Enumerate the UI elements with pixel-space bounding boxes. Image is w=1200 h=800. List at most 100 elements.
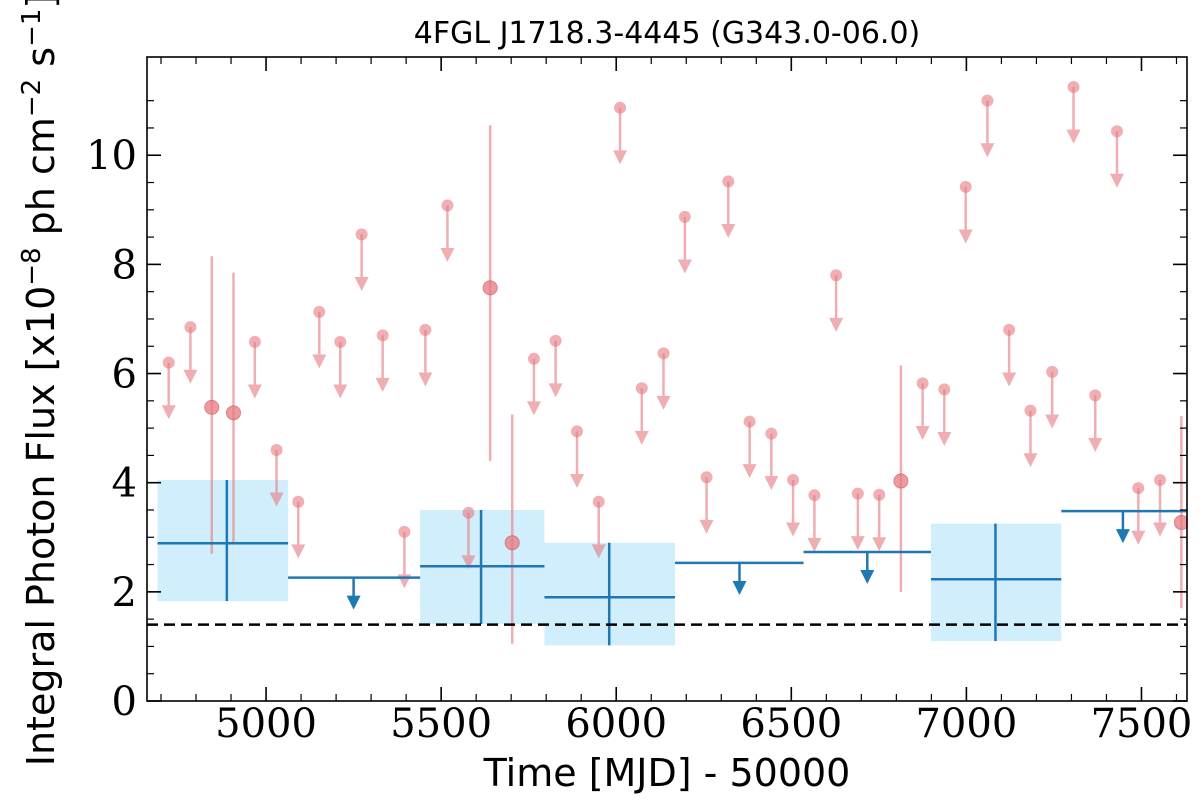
fine-upper-limit-marker-32 <box>959 180 972 193</box>
fine-upper-limit-33-head <box>980 143 995 158</box>
y-axis-label-exp1: −8 <box>17 247 47 285</box>
fine-upper-limit-40 <box>1131 488 1146 545</box>
fine-upper-limit-marker-8 <box>376 329 389 342</box>
fine-upper-limit-20 <box>677 216 692 274</box>
fine-upper-limit-27-head <box>829 317 844 332</box>
fine-upper-limit-11 <box>440 205 455 263</box>
fine-upper-limit-15 <box>570 431 585 488</box>
fine-upper-limit-marker-27 <box>830 269 843 282</box>
fine-upper-limit-8 <box>375 335 390 392</box>
fine-upper-limit-24 <box>764 433 779 491</box>
x-tick-label-1: 5500 <box>390 701 492 747</box>
y-tick-label-5: 10 <box>86 133 137 179</box>
coarse-upper-limit-arrow-0-head <box>346 595 361 610</box>
fine-upper-limit-1-head <box>183 369 198 384</box>
fine-upper-limit-28-head <box>850 536 865 551</box>
fine-upper-limit-30 <box>915 383 930 440</box>
fine-upper-limit-marker-16 <box>592 495 605 508</box>
fine-upper-limit-marker-11 <box>441 199 454 212</box>
fine-upper-limit-6 <box>333 341 348 399</box>
fine-upper-limit-marker-19 <box>657 347 670 360</box>
fine-detection-marker-5 <box>1173 515 1187 531</box>
x-tick-label-0: 5000 <box>215 701 317 747</box>
fine-upper-limit-37-head <box>1066 129 1081 144</box>
fine-upper-limit-marker-13 <box>527 352 540 365</box>
y-axis-label-mid2: s <box>19 47 63 79</box>
fine-upper-limit-12 <box>461 512 476 570</box>
fine-upper-limit-marker-28 <box>851 487 864 500</box>
fine-upper-limit-33 <box>980 100 995 158</box>
fine-upper-limit-22-head <box>721 224 736 239</box>
fine-upper-limit-35-head <box>1023 453 1038 468</box>
fine-upper-limit-18-head <box>634 430 649 445</box>
fine-upper-limit-39 <box>1109 131 1124 188</box>
fine-upper-limit-marker-7 <box>355 228 368 241</box>
fine-upper-limit-20-head <box>677 259 692 274</box>
fine-upper-limit-8-head <box>375 377 390 392</box>
fine-upper-limit-marker-37 <box>1067 81 1080 94</box>
x-tick-label-4: 7000 <box>915 701 1017 747</box>
fine-upper-limit-marker-3 <box>270 443 283 456</box>
fine-upper-limit-12-head <box>461 555 476 570</box>
fine-upper-limit-32 <box>958 186 973 244</box>
fine-upper-limit-marker-40 <box>1132 482 1145 495</box>
fine-upper-limit-4 <box>291 501 306 559</box>
fine-upper-limit-marker-25 <box>787 473 800 486</box>
fine-upper-limit-marker-35 <box>1024 404 1037 417</box>
fine-upper-limit-marker-29 <box>873 488 886 501</box>
fine-upper-limit-39-head <box>1109 173 1124 188</box>
fine-upper-limit-19-head <box>656 395 671 410</box>
fine-upper-limit-13 <box>526 358 541 416</box>
y-axis-label: Integral Photon Flux [x10−8 ph cm−2 s−1] <box>17 0 63 766</box>
y-axis-label-mid: ph cm <box>19 117 63 247</box>
coarse-upper-limit-arrow-3-head <box>1115 529 1130 544</box>
fine-upper-limit-marker-23 <box>743 415 756 428</box>
fine-upper-limit-6-head <box>333 384 348 399</box>
fine-upper-limit-16 <box>591 501 606 559</box>
fine-upper-limit-9 <box>397 531 412 589</box>
fine-upper-limit-17 <box>613 107 628 165</box>
fine-upper-limit-0 <box>161 362 176 420</box>
x-tick-label-5: 7500 <box>1091 701 1193 747</box>
fine-detection-marker-0 <box>204 399 220 415</box>
fine-upper-limit-marker-6 <box>334 335 347 348</box>
fine-upper-limit-marker-36 <box>1046 365 1059 378</box>
fine-upper-limit-marker-21 <box>700 471 713 484</box>
fine-upper-limit-40-head <box>1131 530 1146 545</box>
fine-upper-limit-10 <box>418 329 433 387</box>
coarse-upper-limit-arrow-2 <box>860 552 875 585</box>
fine-upper-limit-14-head <box>548 383 563 398</box>
fine-upper-limit-41 <box>1153 479 1168 537</box>
fine-upper-limit-29-head <box>872 537 887 552</box>
y-axis-label-exp3: −1 <box>17 9 47 47</box>
fine-upper-limit-21 <box>699 477 714 534</box>
fine-upper-limit-marker-10 <box>419 323 432 336</box>
fine-upper-limit-marker-0 <box>162 356 175 369</box>
fine-upper-limit-25-head <box>786 522 801 537</box>
fine-upper-limit-3 <box>269 449 284 507</box>
fine-upper-limit-22 <box>721 181 736 239</box>
fine-upper-limit-2-head <box>247 384 262 399</box>
y-tick-label-4: 8 <box>112 242 137 288</box>
fine-upper-limit-marker-1 <box>184 321 197 334</box>
fine-upper-limit-28 <box>850 493 865 551</box>
chart-title: 4FGL J1718.3-4445 (G343.0-06.0) <box>414 16 921 51</box>
fine-upper-limit-marker-39 <box>1110 125 1123 138</box>
coarse-error-band-0 <box>157 479 289 602</box>
fine-upper-limit-11-head <box>440 248 455 263</box>
fine-upper-limit-marker-5 <box>313 305 326 318</box>
coarse-upper-limit-arrow-2-head <box>860 570 875 585</box>
fine-detection-marker-4 <box>893 473 909 489</box>
fine-upper-limit-0-head <box>161 405 176 420</box>
fine-upper-limit-24-head <box>764 476 779 491</box>
fine-upper-limit-35 <box>1023 410 1038 468</box>
fine-upper-limit-marker-9 <box>398 525 411 538</box>
fine-upper-limit-marker-38 <box>1089 389 1102 402</box>
fine-upper-limit-34 <box>1002 329 1017 387</box>
fine-upper-limit-4-head <box>291 544 306 559</box>
fine-upper-limit-23 <box>742 421 757 479</box>
fine-upper-limit-13-head <box>526 401 541 416</box>
fine-upper-limit-7-head <box>354 276 369 291</box>
fine-upper-limit-19 <box>656 353 671 410</box>
